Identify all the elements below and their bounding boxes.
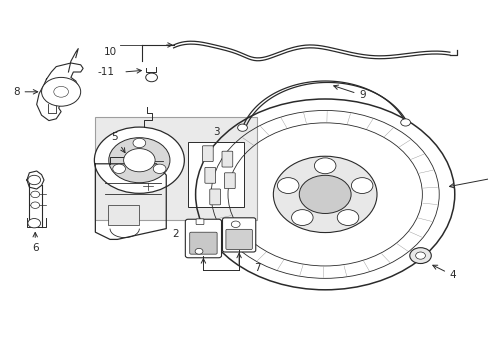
FancyBboxPatch shape xyxy=(222,218,255,252)
Circle shape xyxy=(351,177,372,193)
Circle shape xyxy=(28,219,41,228)
FancyBboxPatch shape xyxy=(224,173,235,189)
Circle shape xyxy=(337,210,358,225)
Text: 4: 4 xyxy=(432,265,456,280)
Circle shape xyxy=(113,164,125,174)
Circle shape xyxy=(237,124,247,131)
Text: 8: 8 xyxy=(13,87,38,97)
Circle shape xyxy=(133,138,145,148)
Text: 10: 10 xyxy=(104,47,117,57)
Circle shape xyxy=(291,210,312,225)
Bar xyxy=(95,117,256,220)
Circle shape xyxy=(231,221,240,228)
Bar xyxy=(188,142,244,207)
Circle shape xyxy=(409,248,430,264)
FancyBboxPatch shape xyxy=(222,151,232,167)
Circle shape xyxy=(31,191,40,198)
FancyBboxPatch shape xyxy=(209,189,220,205)
Circle shape xyxy=(415,252,425,259)
Circle shape xyxy=(195,248,203,254)
FancyBboxPatch shape xyxy=(202,146,213,162)
Text: 1: 1 xyxy=(448,171,488,188)
Circle shape xyxy=(299,175,350,213)
Circle shape xyxy=(400,119,409,126)
Circle shape xyxy=(31,202,40,208)
Circle shape xyxy=(273,156,376,233)
Circle shape xyxy=(41,77,81,106)
Circle shape xyxy=(277,177,298,193)
FancyBboxPatch shape xyxy=(204,167,215,183)
FancyBboxPatch shape xyxy=(189,232,217,254)
FancyBboxPatch shape xyxy=(185,219,221,258)
FancyBboxPatch shape xyxy=(196,219,203,225)
Bar xyxy=(107,205,139,225)
Text: 6: 6 xyxy=(32,233,39,253)
Circle shape xyxy=(94,127,184,193)
Text: 9: 9 xyxy=(333,85,366,100)
Circle shape xyxy=(108,138,170,183)
FancyBboxPatch shape xyxy=(225,229,252,249)
Text: 5: 5 xyxy=(111,132,125,153)
Circle shape xyxy=(314,158,335,174)
Text: 3: 3 xyxy=(213,127,219,137)
Text: 2: 2 xyxy=(172,229,179,239)
Circle shape xyxy=(28,175,41,185)
Text: 7: 7 xyxy=(253,263,260,273)
Circle shape xyxy=(123,149,155,172)
Circle shape xyxy=(153,164,165,174)
Text: -11: -11 xyxy=(98,67,115,77)
